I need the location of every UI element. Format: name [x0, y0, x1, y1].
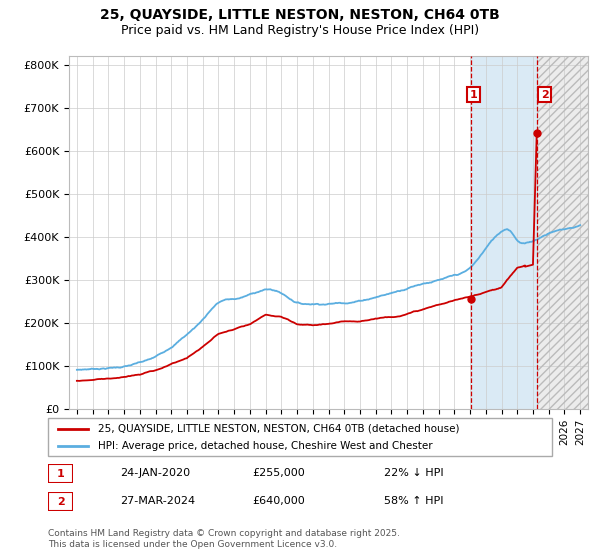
Text: £255,000: £255,000: [252, 468, 305, 478]
Text: 25, QUAYSIDE, LITTLE NESTON, NESTON, CH64 0TB (detached house): 25, QUAYSIDE, LITTLE NESTON, NESTON, CH6…: [98, 424, 460, 434]
FancyBboxPatch shape: [48, 464, 73, 483]
Text: 58% ↑ HPI: 58% ↑ HPI: [384, 496, 443, 506]
Text: 22% ↓ HPI: 22% ↓ HPI: [384, 468, 443, 478]
Text: Contains HM Land Registry data © Crown copyright and database right 2025.
This d: Contains HM Land Registry data © Crown c…: [48, 529, 400, 549]
Text: 24-JAN-2020: 24-JAN-2020: [120, 468, 190, 478]
Text: 27-MAR-2024: 27-MAR-2024: [120, 496, 195, 506]
Text: 2: 2: [57, 497, 64, 507]
Text: 1: 1: [57, 469, 64, 479]
Text: 1: 1: [470, 90, 478, 100]
Bar: [537, 56, 588, 409]
FancyBboxPatch shape: [48, 492, 73, 511]
Bar: [537, 56, 588, 409]
Text: 2: 2: [541, 90, 548, 100]
Text: £640,000: £640,000: [252, 496, 305, 506]
Text: Price paid vs. HM Land Registry's House Price Index (HPI): Price paid vs. HM Land Registry's House …: [121, 24, 479, 37]
Bar: [471, 56, 537, 409]
Text: 25, QUAYSIDE, LITTLE NESTON, NESTON, CH64 0TB: 25, QUAYSIDE, LITTLE NESTON, NESTON, CH6…: [100, 8, 500, 22]
FancyBboxPatch shape: [48, 418, 552, 456]
Text: HPI: Average price, detached house, Cheshire West and Chester: HPI: Average price, detached house, Ches…: [98, 441, 433, 451]
